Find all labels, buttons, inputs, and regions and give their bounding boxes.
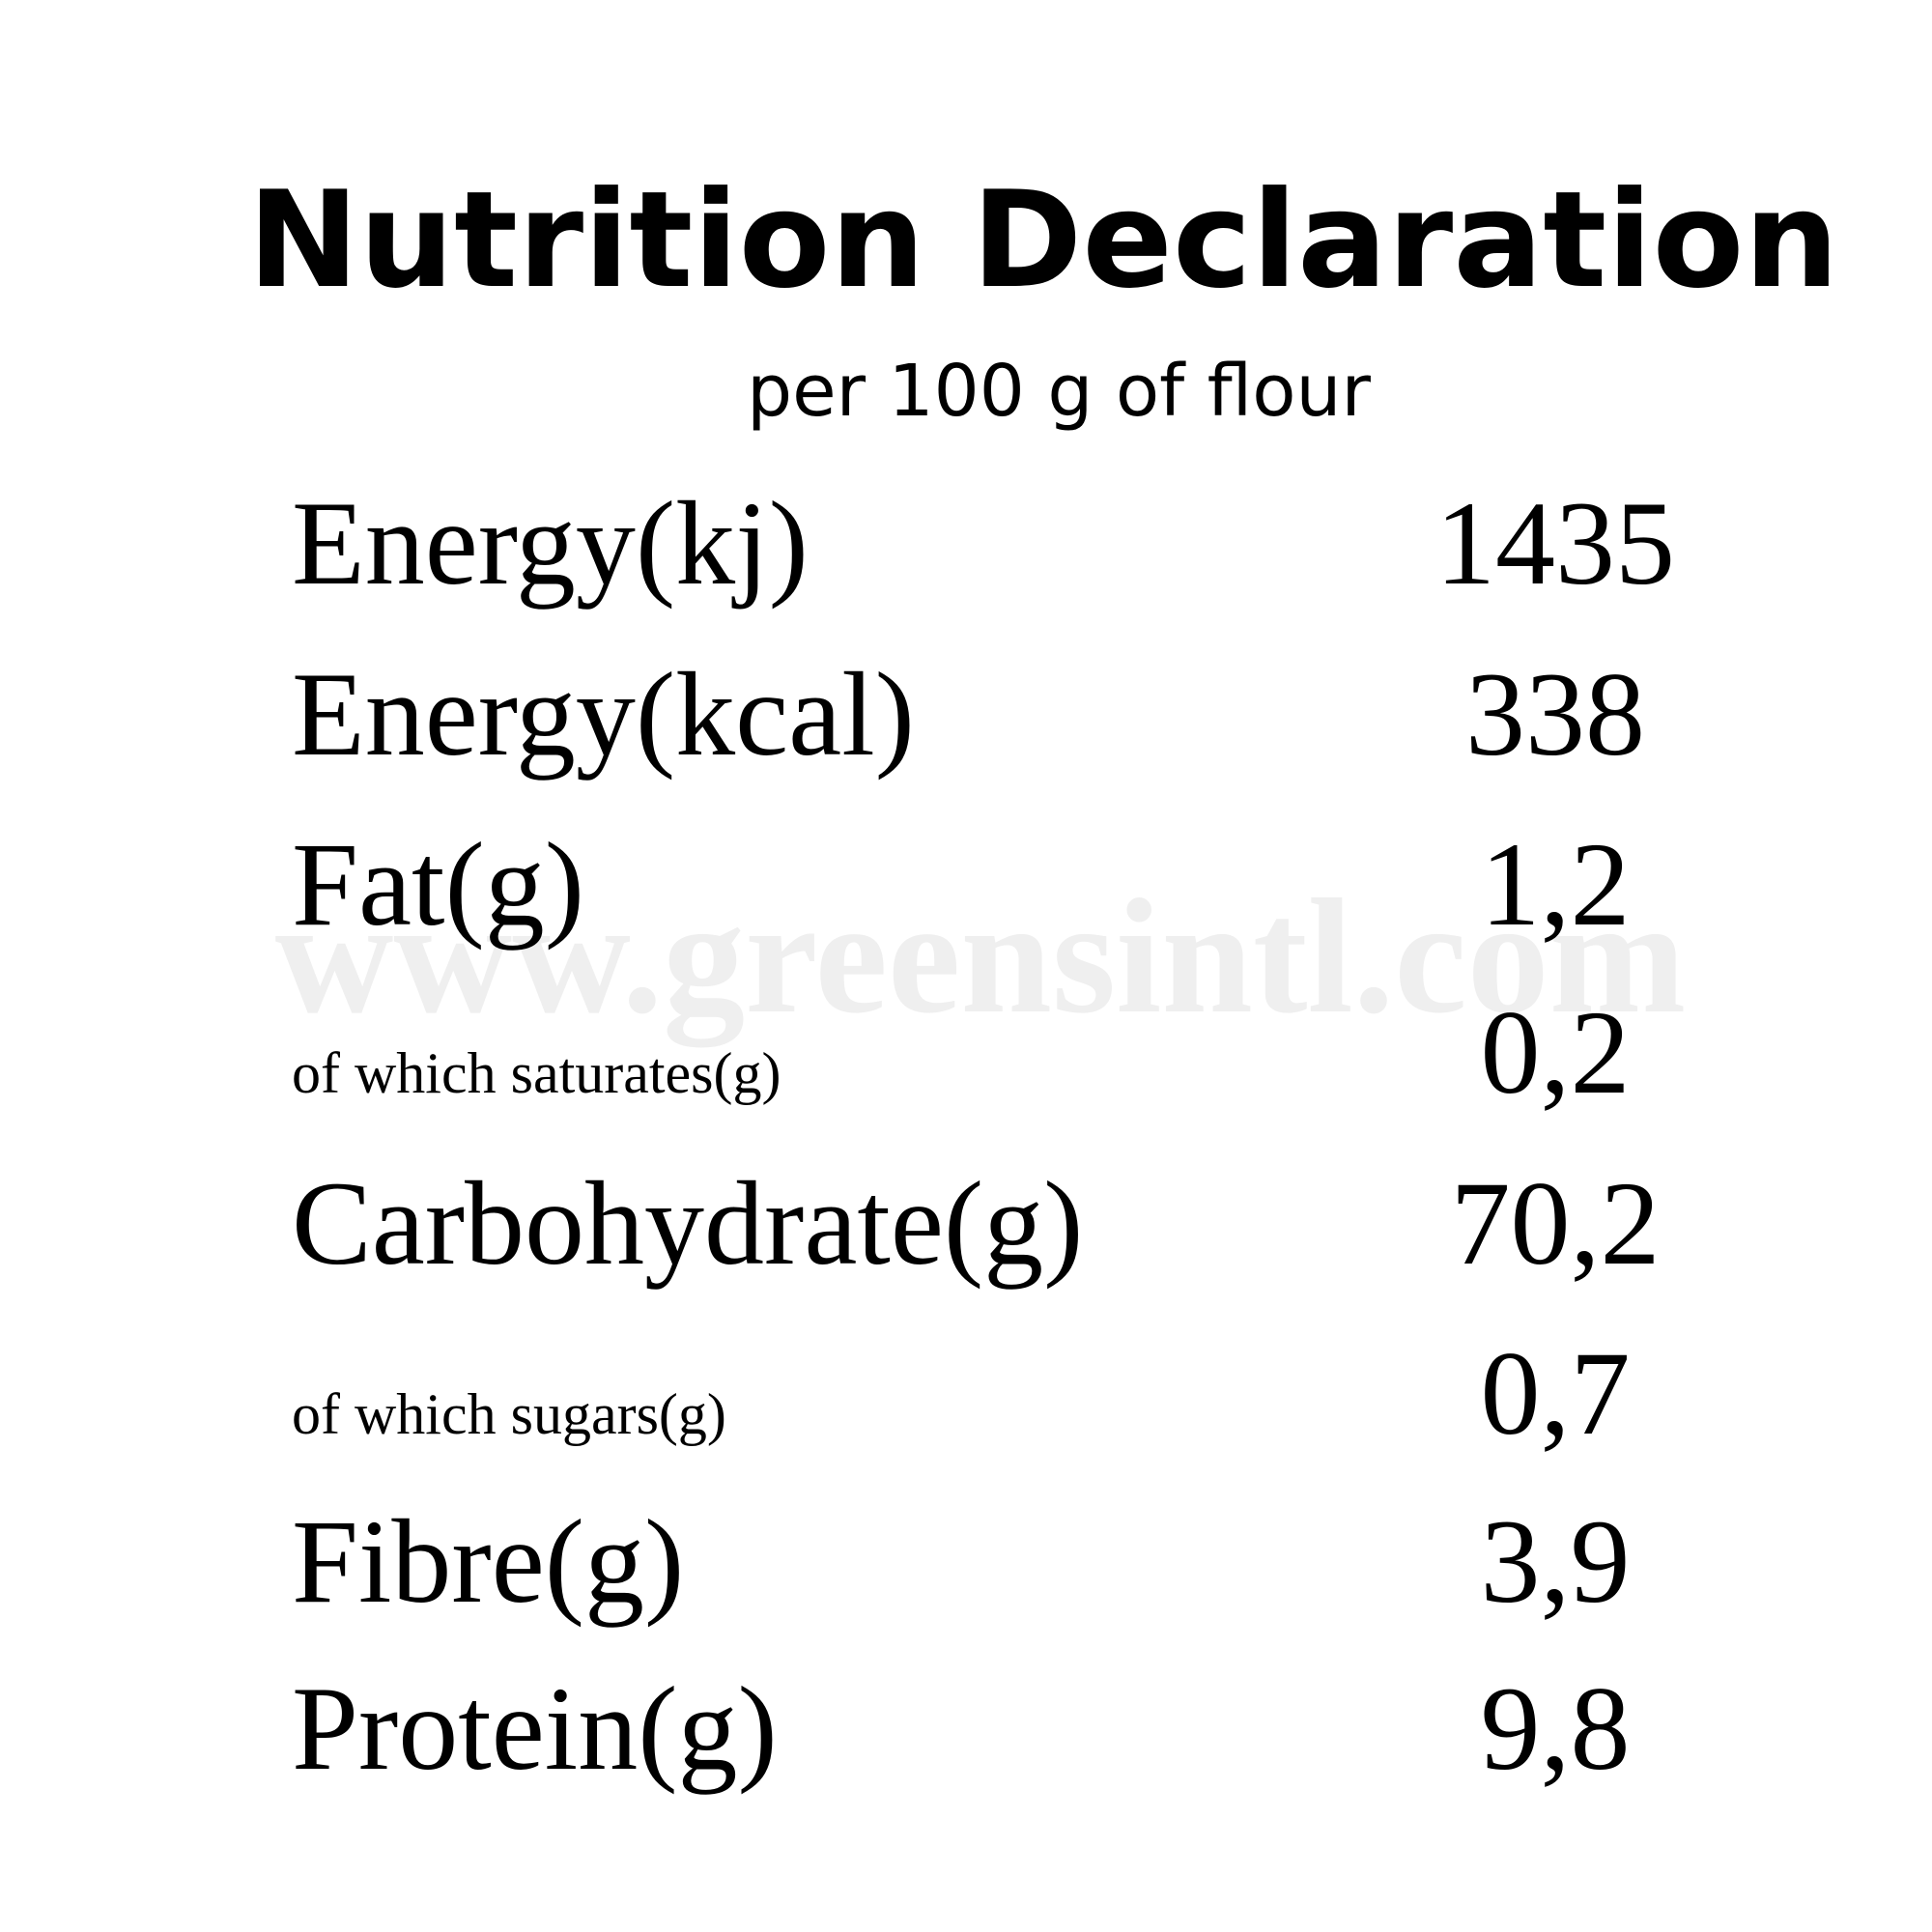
- nutrition-table: Energy(kj) 1435 Energy(kcal) 338 Fat(g) 1,2 of…: [292, 477, 1675, 1795]
- title: Nutrition Declaration: [247, 162, 1838, 318]
- row-value: 3,9: [1481, 1495, 1631, 1628]
- row-value: 1435: [1435, 477, 1675, 610]
- row-label: Protein(g): [292, 1662, 778, 1795]
- row-value: 9,8: [1481, 1662, 1631, 1795]
- row-label: of which sugars(g): [292, 1382, 726, 1446]
- row-label: Energy(kcal): [292, 648, 915, 781]
- row-value: 1,2: [1481, 818, 1631, 951]
- row-label: Carbohydrate(g): [292, 1157, 1083, 1290]
- row-label: Energy(kj): [292, 477, 809, 610]
- subtitle: per 100 g of flour: [747, 350, 1371, 433]
- row-label: Fat(g): [292, 818, 584, 951]
- row-value: 338: [1465, 648, 1645, 781]
- row-value: 0,2: [1481, 986, 1631, 1119]
- row-label: of which saturates(g): [292, 1041, 781, 1105]
- watermark: www.greensintl.com: [275, 866, 1687, 1047]
- row-value: 70,2: [1451, 1157, 1661, 1290]
- row-label: Fibre(g): [292, 1495, 684, 1628]
- row-value: 0,7: [1481, 1327, 1631, 1460]
